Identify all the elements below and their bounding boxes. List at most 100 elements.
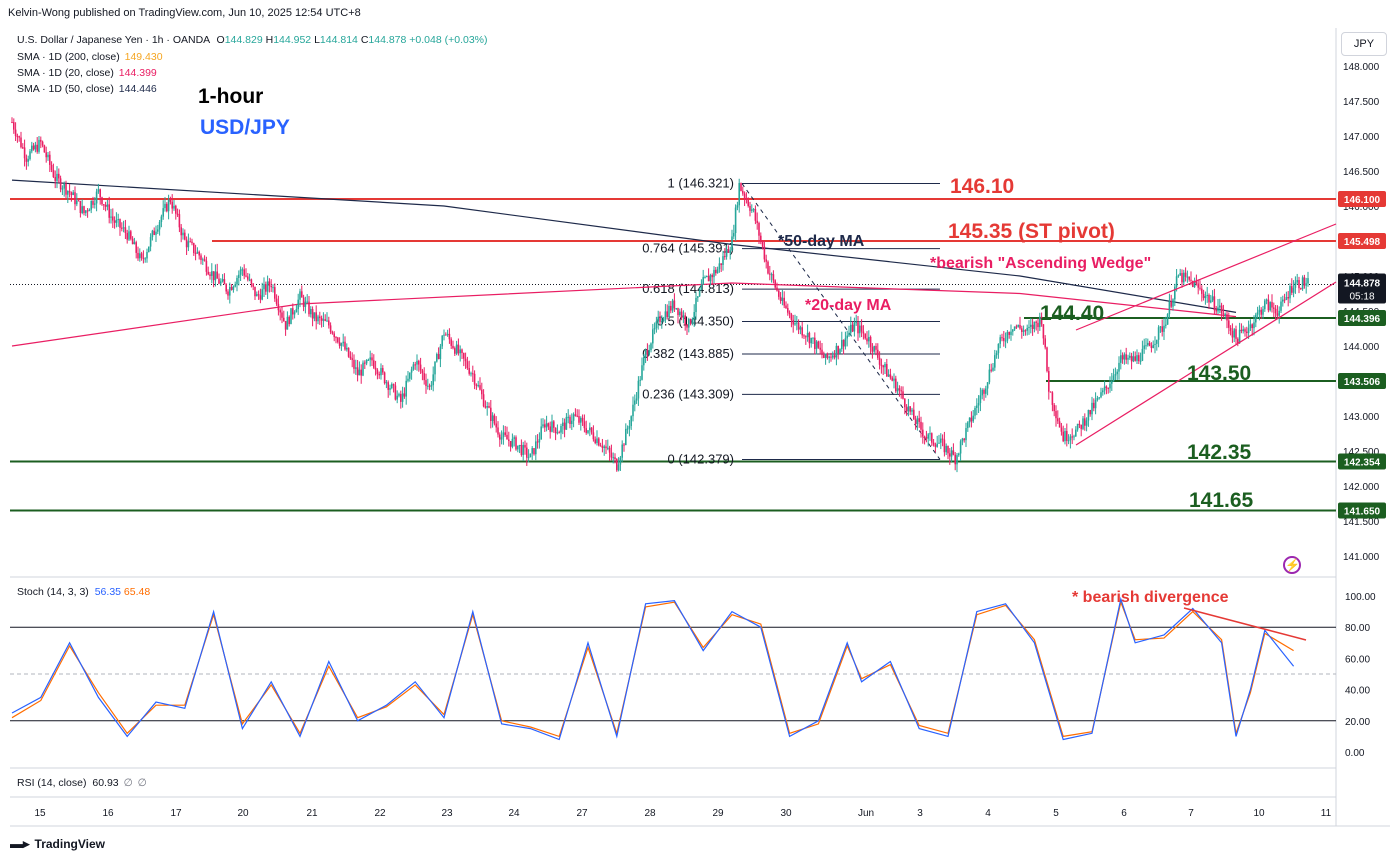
candle-body (92, 200, 94, 205)
sma20-legend[interactable]: SMA · 1D (20, close) 144.399 (17, 67, 157, 79)
candle-body (686, 324, 688, 328)
flash-icon[interactable]: ⚡ (1283, 556, 1301, 574)
candle-body (583, 421, 586, 429)
candle-body (826, 353, 829, 358)
candle-body (684, 315, 686, 325)
candle-body (974, 407, 976, 416)
stoch-legend[interactable]: Stoch (14, 3, 3) 56.35 65.48 (17, 586, 150, 598)
candle-body (877, 349, 879, 358)
level-label-145-35: 145.35 (ST pivot) (948, 220, 1115, 243)
candle-body (918, 418, 920, 422)
stoch-tick-label: 20.00 (1345, 717, 1370, 728)
candle-body (1058, 421, 1061, 428)
rsi-legend[interactable]: RSI (14, close) 60.93 ∅ ∅ (17, 777, 147, 789)
candle-body (58, 173, 60, 179)
candle-body (943, 439, 946, 453)
candle-body (1253, 322, 1255, 329)
candle-body (533, 448, 535, 455)
candle-body (16, 136, 19, 138)
candle-body (1064, 430, 1066, 442)
candle-body (29, 151, 31, 160)
wedge-lower-line[interactable] (1075, 281, 1337, 446)
symbol-legend[interactable]: U.S. Dollar / Japanese Yen · 1h · OANDA … (17, 34, 488, 46)
candle-body (243, 269, 245, 276)
candle-body (1276, 313, 1279, 316)
candle-body (1226, 314, 1228, 321)
price-axis[interactable]: 148.000147.500147.000146.500146.000145.5… (1343, 62, 1380, 759)
time-tick-label: 21 (306, 808, 318, 819)
candle-body (45, 152, 47, 158)
candle-body (265, 284, 267, 292)
candle-body (335, 337, 337, 339)
horizontal-levels (10, 198, 1336, 512)
sma200-legend[interactable]: SMA · 1D (200, close) 149.430 (17, 51, 163, 63)
fibonacci-retracement[interactable]: 1 (146.321) 0.764 (145.391) 0.618 (144.813… (642, 176, 941, 467)
candle-body (257, 294, 260, 296)
candle-body (220, 281, 222, 284)
candle-body (241, 269, 244, 271)
candle-body (297, 299, 299, 310)
candle-body (1204, 295, 1207, 299)
candle-body (1193, 281, 1196, 288)
candle-body (1285, 297, 1288, 300)
candle-body (518, 445, 521, 447)
candle-body (436, 354, 438, 362)
candle-body (1170, 301, 1172, 307)
candle-body (457, 344, 460, 354)
candle-body (308, 301, 310, 315)
candle-body (1012, 329, 1014, 332)
candle-body (432, 374, 434, 386)
candle-body (196, 251, 199, 254)
candle-body (1129, 355, 1131, 358)
candle-body (691, 318, 694, 324)
candle-body (554, 427, 557, 434)
candle-body (569, 416, 571, 424)
candle-body (1049, 391, 1052, 393)
candle-body (410, 369, 413, 373)
candle-body (506, 434, 508, 440)
candle-body (646, 349, 649, 355)
candle-body (1287, 297, 1289, 299)
candle-body (434, 361, 436, 375)
footer[interactable]: ▬▸ TradingView (10, 836, 105, 852)
candle-body (1116, 371, 1118, 375)
candle-body (715, 269, 717, 274)
candle-body (1301, 277, 1304, 290)
time-tick-label: 22 (374, 808, 386, 819)
candle-body (916, 418, 919, 425)
candle-body (722, 256, 724, 265)
candle-body (607, 447, 609, 449)
candle-body (664, 311, 667, 320)
candle-body (488, 406, 490, 408)
rsi-value: 60.93 (92, 777, 119, 789)
price-tick-label: 146.500 (1343, 167, 1380, 178)
ascending-wedge[interactable] (1075, 223, 1337, 446)
candle-body (281, 312, 283, 318)
candle-body (666, 311, 668, 318)
sma50-legend[interactable]: SMA · 1D (50, close) 144.446 (17, 83, 157, 95)
time-axis[interactable]: 15 16 17 20 21 22 23 24 27 28 29 30 Jun 3 4 5 6 7 10 11 (34, 808, 1331, 819)
candle-body (787, 308, 789, 313)
candle-body (839, 349, 841, 354)
candle-body (387, 382, 389, 390)
candle-body (1003, 337, 1005, 341)
candle-body (416, 360, 418, 365)
candle-body (311, 309, 314, 319)
candle-body (1165, 324, 1167, 326)
divergence-line[interactable] (1183, 607, 1307, 641)
stoch-d-line (11, 600, 1294, 738)
candle-body (920, 421, 922, 430)
candle-body (576, 415, 578, 417)
currency-button[interactable]: JPY (1341, 32, 1387, 56)
candle-body (756, 220, 758, 223)
candle-body (967, 422, 969, 429)
candle-body (306, 301, 308, 303)
candle-body (383, 372, 386, 384)
candle-body (1044, 338, 1046, 348)
candle-body (929, 433, 931, 435)
candle-body (936, 443, 938, 447)
candle-body (1292, 287, 1295, 293)
wedge-upper-line[interactable] (1075, 223, 1337, 331)
candle-body (139, 253, 141, 259)
